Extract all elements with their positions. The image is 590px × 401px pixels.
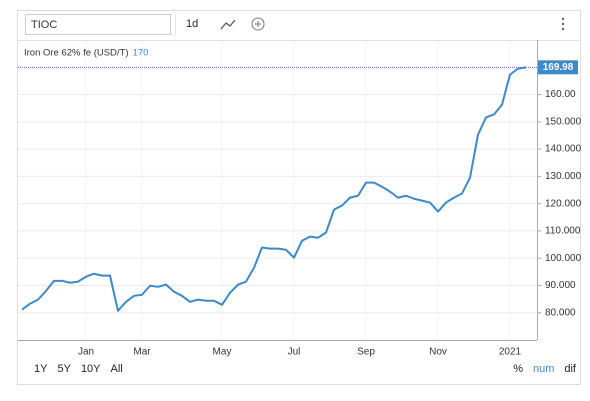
y-tick-label: 120.000	[545, 198, 582, 209]
mode-button[interactable]: %	[513, 363, 523, 375]
interval-button[interactable]: 1d	[186, 18, 198, 30]
x-tick-label: 2021	[499, 347, 522, 358]
mode-button[interactable]: num	[533, 363, 554, 375]
y-tick-label: 140.000	[545, 144, 582, 155]
x-tick-label: Jan	[78, 347, 94, 358]
range-button[interactable]: All	[111, 363, 123, 375]
chart-type-icon[interactable]	[220, 19, 236, 30]
add-icon[interactable]	[251, 17, 265, 31]
range-button[interactable]: 5Y	[57, 363, 71, 375]
widget-frame	[17, 10, 581, 385]
y-tick-label: 130.000	[545, 171, 582, 182]
symbol-text: TIOC	[31, 19, 57, 31]
y-tick-label: 90.000	[545, 280, 576, 291]
symbol-input[interactable]	[25, 14, 171, 35]
last-value-label: 169.98	[543, 62, 574, 73]
x-tick-label: May	[213, 347, 232, 358]
y-tick-label: 110.000	[545, 226, 581, 237]
last-value-box	[538, 60, 578, 75]
x-tick-label: Nov	[429, 347, 447, 358]
legend-value: 170	[133, 48, 149, 59]
add-icon-cross	[255, 21, 261, 27]
y-tick-label: 160.00	[545, 89, 576, 100]
range-button[interactable]: 10Y	[81, 363, 101, 375]
menu-dot[interactable]	[561, 17, 565, 21]
y-tick-label: 150.000	[545, 116, 582, 127]
y-tick-label: 100.000	[545, 253, 582, 264]
range-button[interactable]: 1Y	[34, 363, 48, 375]
x-tick-label: Jul	[288, 347, 301, 358]
price-line	[21, 66, 527, 312]
x-tick-label: Mar	[133, 347, 151, 358]
legend-name: Iron Ore 62% fe (USD/T)	[24, 48, 129, 59]
mode-button[interactable]: dif	[564, 363, 577, 375]
menu-dot[interactable]	[561, 27, 565, 31]
menu-dot[interactable]	[561, 22, 565, 26]
y-tick-label: 80.000	[545, 307, 576, 318]
x-tick-label: Sep	[357, 347, 375, 358]
